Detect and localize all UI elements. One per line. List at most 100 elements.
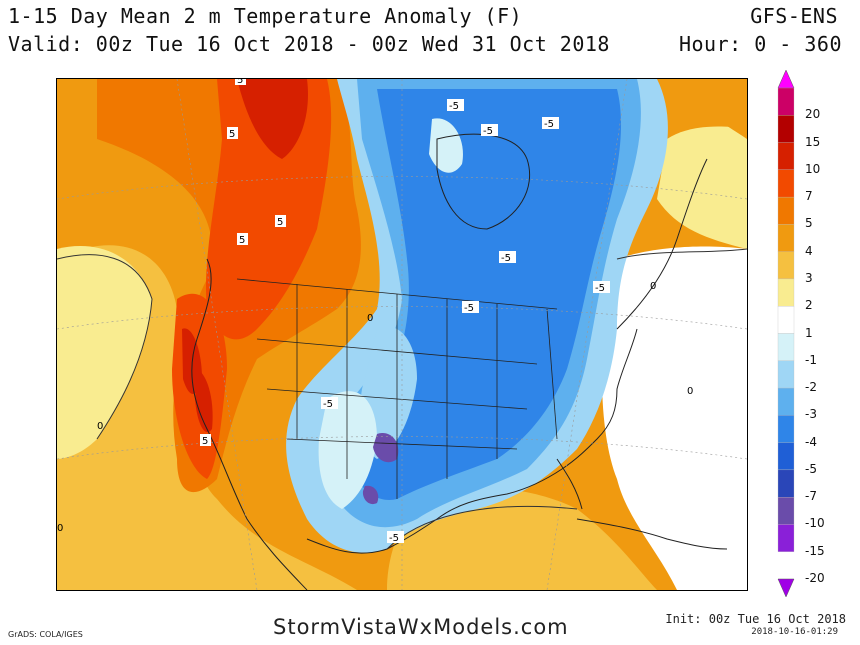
svg-text:5: 5 bbox=[229, 129, 235, 140]
very-cold-spot-texas-2 bbox=[362, 485, 379, 505]
caribbean-islands bbox=[576, 518, 728, 550]
colorbar-level-label: -1 bbox=[805, 352, 817, 367]
contour-label: 0 bbox=[687, 386, 693, 397]
colorbar-top-arrow bbox=[777, 70, 795, 89]
contour-label: 0 bbox=[57, 523, 63, 534]
svg-text:-5: -5 bbox=[544, 119, 554, 130]
strong-warm-region-rockies bbox=[205, 79, 332, 340]
colorbar-level-label: 20 bbox=[805, 107, 821, 122]
colorbar-swatch bbox=[777, 524, 795, 552]
temperature-anomaly-map: 5 5 5 5 5 -5 -5 -5 -5 -5 -5 -5 -5 0 0 0 … bbox=[56, 78, 748, 591]
svg-text:-5: -5 bbox=[464, 303, 474, 314]
contour-label: 5 bbox=[275, 215, 286, 228]
colorbar-swatch bbox=[777, 115, 795, 143]
colorbar-level-label: 10 bbox=[805, 161, 821, 176]
slight-cool-region-rockies bbox=[318, 391, 377, 509]
colorbar-level-label: -7 bbox=[805, 489, 817, 504]
colorbar-swatch bbox=[777, 142, 795, 170]
colorbar-level-label: 5 bbox=[805, 216, 813, 231]
colorbar-swatch bbox=[777, 224, 795, 252]
contour-label: 5 bbox=[200, 434, 211, 447]
svg-text:-5: -5 bbox=[483, 126, 493, 137]
svg-text:0: 0 bbox=[687, 386, 693, 397]
contour-label: 0 bbox=[650, 281, 656, 292]
init-time: Init: 00z Tue 16 Oct 2018 bbox=[665, 612, 846, 626]
svg-text:-5: -5 bbox=[449, 101, 459, 112]
contour-label: -5 bbox=[542, 117, 559, 130]
colorbar-swatch bbox=[777, 360, 795, 389]
contour-label: -5 bbox=[499, 251, 516, 264]
colorbar-level-label: -5 bbox=[805, 461, 817, 476]
colorbar-level-label: -2 bbox=[805, 380, 817, 395]
colorbar-level-label: 7 bbox=[805, 189, 813, 204]
colorbar-swatches bbox=[777, 87, 795, 552]
contour-label: 0 bbox=[97, 421, 103, 432]
model-name: GFS-ENS bbox=[750, 4, 838, 28]
hot-spot-coast-2 bbox=[195, 369, 213, 433]
valid-period: Valid: 00z Tue 16 Oct 2018 - 00z Wed 31 … bbox=[8, 32, 610, 56]
northeast-coastline bbox=[616, 158, 708, 330]
colorbar-swatch bbox=[777, 497, 795, 525]
svg-text:0: 0 bbox=[97, 421, 103, 432]
svg-text:5: 5 bbox=[202, 436, 208, 447]
colorbar-level-label: -15 bbox=[805, 543, 825, 558]
colorbar-level-label: 4 bbox=[805, 243, 813, 258]
contour-label: -5 bbox=[462, 301, 479, 314]
svg-text:5: 5 bbox=[237, 79, 243, 86]
near-normal-region-north-atlantic bbox=[657, 126, 747, 249]
svg-text:0: 0 bbox=[650, 281, 656, 292]
colorbar-swatch bbox=[777, 278, 795, 307]
colorbar-level-label: -4 bbox=[805, 434, 817, 449]
forecast-hour-range: Hour: 0 - 360 bbox=[678, 32, 842, 56]
colorbar-swatch bbox=[777, 442, 795, 471]
very-cold-spot-texas-1 bbox=[373, 433, 399, 463]
svg-text:0: 0 bbox=[367, 313, 373, 324]
colorbar-swatch bbox=[777, 251, 795, 280]
contour-label: -5 bbox=[447, 99, 464, 112]
colorbar-swatch bbox=[777, 169, 795, 198]
colorbar-level-label: 1 bbox=[805, 325, 813, 340]
colorbar-swatch bbox=[777, 333, 795, 361]
colorbar-swatch bbox=[777, 415, 795, 443]
contour-label: -5 bbox=[321, 397, 338, 410]
colorbar-level-label: 2 bbox=[805, 298, 813, 313]
lat-lon-grid bbox=[57, 79, 747, 590]
colorbar-swatch bbox=[777, 387, 795, 416]
contour-label: 5 bbox=[237, 233, 248, 246]
warm-region-greenland bbox=[677, 79, 747, 139]
political-borders bbox=[236, 278, 558, 499]
colorbar-swatch bbox=[777, 306, 795, 334]
svg-text:-5: -5 bbox=[501, 253, 511, 264]
contour-label: 5 bbox=[235, 79, 246, 86]
colorbar-level-label: 3 bbox=[805, 270, 813, 285]
colorbar-level-label: -10 bbox=[805, 516, 825, 531]
contour-label: -5 bbox=[387, 531, 404, 544]
near-normal-region-pacific bbox=[57, 246, 152, 459]
svg-text:-5: -5 bbox=[323, 399, 333, 410]
svg-text:-5: -5 bbox=[595, 283, 605, 294]
near-normal-region-atlantic bbox=[602, 246, 747, 590]
contour-label: -5 bbox=[481, 124, 498, 137]
colorbar-level-label: -20 bbox=[805, 571, 825, 585]
west-coastline bbox=[191, 258, 308, 590]
colorbar-level-label: 15 bbox=[805, 134, 821, 149]
map-title: 1-15 Day Mean 2 m Temperature Anomaly (F… bbox=[8, 4, 523, 28]
colorbar-bottom-arrow bbox=[777, 578, 795, 598]
colorbar-swatch bbox=[777, 469, 795, 498]
colorbar-level-label: -3 bbox=[805, 407, 817, 422]
svg-text:-5: -5 bbox=[389, 533, 399, 544]
generation-timestamp: 2018-10-16-01:29 bbox=[751, 627, 838, 637]
colorbar-swatch bbox=[777, 87, 795, 116]
contour-label: 0 bbox=[367, 313, 373, 324]
colorbar-swatch bbox=[777, 196, 795, 225]
svg-text:5: 5 bbox=[277, 217, 283, 228]
florida-coastline bbox=[556, 458, 583, 510]
contour-label: -5 bbox=[593, 281, 610, 294]
svg-text:5: 5 bbox=[239, 235, 245, 246]
hot-spot-canada bbox=[237, 79, 308, 159]
website-credit: StormVistaWxModels.com bbox=[273, 615, 569, 639]
contour-label: 5 bbox=[227, 127, 238, 140]
svg-text:0: 0 bbox=[57, 523, 63, 534]
grads-credit: GrADS: COLA/IGES bbox=[8, 630, 83, 639]
color-scale-legend: 20 15 10 7 5 4 3 2 1 -1 -2 -3 -4 -5 -7 -10 -15 -20 bbox=[772, 70, 852, 615]
